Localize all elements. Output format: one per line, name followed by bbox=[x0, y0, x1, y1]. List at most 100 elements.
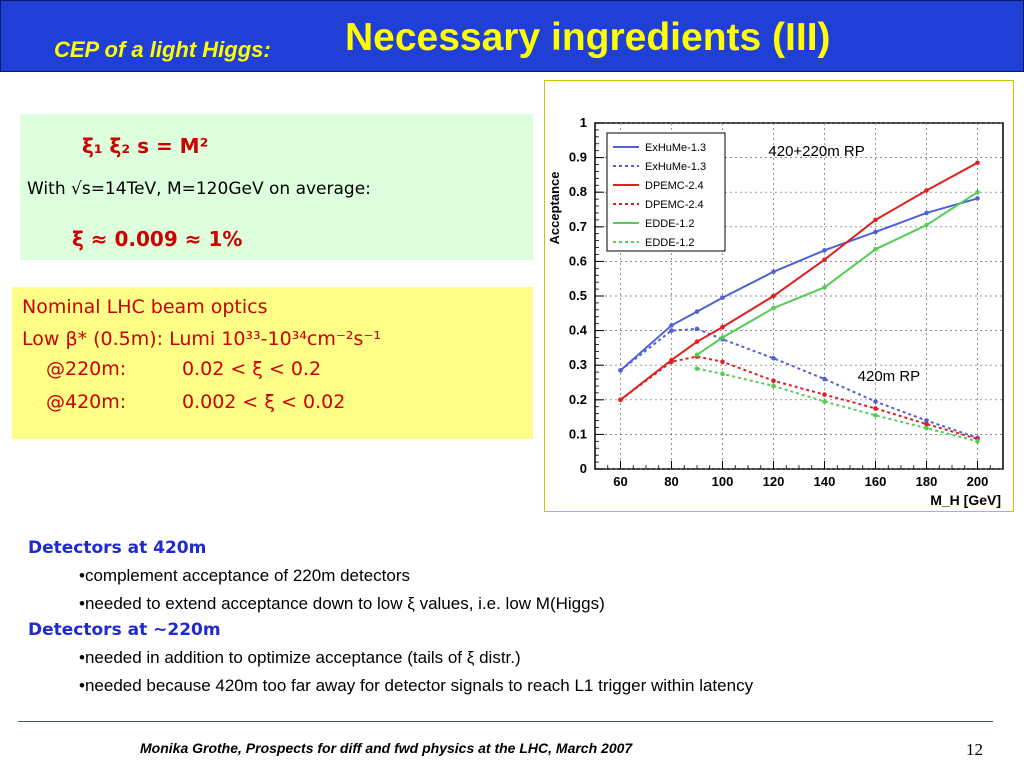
grid-lines bbox=[595, 122, 1003, 470]
y-tick-label: 0.7 bbox=[569, 219, 587, 234]
slide-subtitle: CEP of a light Higgs: bbox=[54, 37, 271, 62]
data-point bbox=[669, 323, 674, 328]
y-axis-label: Acceptance bbox=[547, 172, 562, 245]
series-layer bbox=[618, 160, 980, 444]
data-point bbox=[771, 305, 776, 311]
data-point bbox=[694, 309, 700, 314]
data-point bbox=[822, 392, 827, 397]
x-tick-label: 180 bbox=[916, 474, 938, 489]
data-point bbox=[873, 217, 878, 223]
x-tick-label: 160 bbox=[865, 474, 887, 489]
data-point bbox=[873, 229, 878, 235]
note-420-1: •complement acceptance of 220m detectors bbox=[79, 566, 411, 585]
data-point bbox=[669, 359, 674, 365]
note-220-2: •needed because 420m too far away for de… bbox=[79, 676, 754, 695]
x-axis-label: M_H [GeV] bbox=[930, 492, 1001, 508]
data-point bbox=[720, 359, 725, 365]
note-220-1: •needed in addition to optimize acceptan… bbox=[79, 648, 521, 667]
station-420-range: 0.002 < ξ < 0.02 bbox=[182, 391, 346, 413]
data-point bbox=[975, 196, 980, 201]
mass-formula: ξ₁ ξ₂ s = M² bbox=[82, 134, 209, 158]
data-point bbox=[924, 425, 929, 431]
note-420-2: •needed to extend acceptance down to low… bbox=[79, 594, 605, 613]
slide-title: Necessary ingredients (III) bbox=[345, 16, 831, 59]
page-number: 12 bbox=[966, 740, 983, 759]
data-point bbox=[694, 366, 700, 371]
xi-estimate: ξ ≈ 0.009 ≈ 1% bbox=[72, 227, 243, 251]
heading-220: Detectors at ~220m bbox=[28, 620, 221, 640]
footer-citation: Monika Grothe, Prospects for diff and fw… bbox=[140, 740, 633, 756]
station-220-label: @220m: bbox=[46, 358, 127, 380]
data-point bbox=[822, 376, 827, 382]
legend-box bbox=[606, 132, 726, 252]
y-tick-label: 0.6 bbox=[569, 253, 587, 268]
acceptance-chart: 60 80 100 120 140 160 180 200 0 0.1 0.2 0.3 0.4 0.5 0.… bbox=[544, 80, 1014, 512]
legend-label: DPEMC-2.4 bbox=[645, 199, 704, 211]
legend-label: ExHuMe-1.3 bbox=[645, 142, 706, 154]
x-tick-label: 80 bbox=[664, 474, 678, 489]
x-tick-label: 100 bbox=[712, 474, 734, 489]
y-tick-label: 0.5 bbox=[569, 288, 587, 303]
data-point bbox=[694, 339, 700, 344]
optics-heading: Nominal LHC beam optics bbox=[22, 296, 268, 318]
data-point bbox=[771, 293, 776, 299]
legend-label: DPEMC-2.4 bbox=[645, 180, 704, 192]
y-tick-label: 1 bbox=[580, 115, 587, 130]
data-point bbox=[771, 269, 776, 275]
annotation-420-220: 420+220m RP bbox=[768, 143, 864, 160]
footer-divider bbox=[18, 721, 993, 722]
data-point bbox=[618, 368, 623, 373]
data-point bbox=[618, 397, 623, 403]
x-tick-label: 60 bbox=[613, 474, 627, 489]
y-tick-label: 0.2 bbox=[569, 392, 587, 407]
data-point bbox=[822, 399, 827, 404]
data-point bbox=[720, 295, 725, 301]
acceptance-chart-svg: 60 80 100 120 140 160 180 200 0 0.1 0.2 0.3 0.4 0.5 0.… bbox=[547, 115, 1004, 508]
legend-label: EDDE-1.2 bbox=[645, 237, 695, 249]
data-point bbox=[694, 352, 700, 358]
data-point bbox=[822, 248, 827, 253]
energy-condition: With √s=14TeV, M=120GeV on average: bbox=[27, 179, 371, 199]
data-point bbox=[924, 210, 929, 216]
data-point bbox=[771, 378, 776, 384]
data-point bbox=[873, 246, 878, 252]
data-point bbox=[975, 160, 980, 166]
data-point bbox=[771, 355, 776, 361]
data-point bbox=[924, 421, 929, 427]
y-tick-label: 0.1 bbox=[569, 426, 587, 441]
data-point bbox=[720, 371, 725, 377]
y-tick-label: 0 bbox=[580, 461, 587, 476]
heading-420: Detectors at 420m bbox=[28, 538, 207, 558]
data-point bbox=[771, 383, 776, 389]
y-tick-label: 0.8 bbox=[569, 184, 587, 199]
data-point bbox=[924, 418, 929, 423]
data-point bbox=[975, 189, 980, 195]
data-point bbox=[975, 439, 980, 444]
series-line-1 bbox=[619, 327, 978, 439]
legend: ExHuMe-1.3 ExHuMe-1.3 DPEMC-2.4 DPEMC-2.4 ED… bbox=[606, 132, 726, 252]
data-point bbox=[822, 257, 827, 262]
legend-label: EDDE-1.2 bbox=[645, 218, 695, 230]
station-420-label: @420m: bbox=[46, 391, 127, 413]
beam-optics-box: Nominal LHC beam optics Low β* (0.5m): L… bbox=[12, 287, 533, 439]
data-point bbox=[720, 335, 725, 340]
y-tick-label: 0.4 bbox=[569, 323, 588, 338]
x-tick-label: 120 bbox=[763, 474, 785, 489]
data-point bbox=[873, 413, 878, 418]
annotation-420: 420m RP bbox=[858, 368, 921, 385]
y-tick-label: 0.3 bbox=[569, 357, 587, 372]
x-tick-label: 140 bbox=[814, 474, 836, 489]
data-point bbox=[873, 406, 878, 411]
luminosity-line: Low β* (0.5m): Lumi 10³³-10³⁴cm⁻²s⁻¹ bbox=[22, 328, 382, 350]
data-point bbox=[873, 399, 878, 404]
legend-label: ExHuMe-1.3 bbox=[645, 161, 706, 173]
axes: 60 80 100 120 140 160 180 200 0 0.1 0.2 0.3 0.4 0.5 0.… bbox=[569, 115, 1004, 489]
data-point bbox=[669, 328, 674, 333]
title-bar: CEP of a light Higgs: Necessary ingredie… bbox=[0, 0, 1024, 72]
data-point bbox=[924, 188, 929, 193]
data-point bbox=[720, 324, 725, 330]
y-tick-label: 0.9 bbox=[569, 150, 587, 165]
kinematics-box: ξ₁ ξ₂ s = M² With √s=14TeV, M=120GeV on … bbox=[20, 114, 533, 260]
station-220-range: 0.02 < ξ < 0.2 bbox=[182, 358, 322, 380]
data-point bbox=[822, 285, 827, 290]
